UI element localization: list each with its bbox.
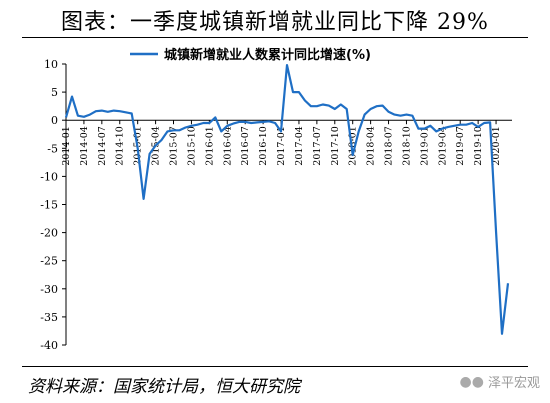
x-tick-label: 2014-07 (97, 126, 108, 165)
x-tick-label: 2017-07 (312, 126, 323, 165)
x-tick-label: 2019-04 (437, 126, 448, 165)
x-tick-label: 2015-07 (169, 126, 180, 165)
legend-label: 城镇新增就业人数累计同比增速(%) (164, 47, 371, 63)
x-tick-label: 2018-01 (348, 126, 359, 165)
source-note: 资料来源：国家统计局，恒大研究院 (28, 377, 300, 397)
y-tick-label: 0 (51, 114, 58, 127)
x-tick-label: 2014-01 (61, 126, 72, 165)
chart-axes (65, 64, 512, 345)
x-tick-label: 2020-01 (491, 126, 502, 165)
y-tick-label: 10 (44, 58, 58, 71)
x-tick-label: 2016-04 (222, 126, 233, 165)
page-title: 图表：一季度城镇新增就业同比下降 29% (61, 10, 489, 35)
x-tick-label: 2018-10 (401, 126, 412, 165)
y-tick-label: -5 (47, 142, 58, 155)
x-tick-label: 2018-04 (366, 126, 377, 165)
watermark-label: 泽平宏观 (487, 376, 540, 391)
y-tick-label: -25 (40, 255, 58, 268)
x-tick-label: 2017-04 (294, 126, 305, 165)
y-tick-label: -20 (40, 227, 58, 240)
x-tick-label: 2014-10 (115, 126, 126, 165)
x-tick-label: 2019-10 (473, 126, 484, 165)
x-tick-label: 2018-07 (384, 126, 395, 165)
x-tick-label: 2014-04 (79, 126, 90, 165)
x-tick-label: 2019-01 (419, 126, 430, 165)
title-divider (22, 37, 528, 38)
x-tick-label: 2016-07 (240, 126, 251, 165)
y-tick-label: -40 (40, 339, 58, 352)
y-tick-label: 5 (51, 86, 58, 99)
series-line (64, 63, 510, 335)
x-tick-label: 2019-07 (455, 126, 466, 165)
chart-legend: 城镇新增就业人数累计同比增速(%) (130, 47, 371, 63)
wechat-icon: ●● (459, 373, 484, 390)
y-tick-label: -30 (40, 283, 58, 296)
x-tick-label: 2015-10 (186, 126, 197, 165)
x-tick-label: 2017-10 (330, 126, 341, 165)
y-axis-ticks: 10 5 0 -5 -10 -15 -20 -25 -30 -35 -40 (40, 58, 66, 352)
y-tick-label: -10 (40, 170, 58, 183)
source-divider (22, 366, 528, 367)
x-tick-label: 2016-01 (204, 126, 215, 165)
x-tick-label: 2016-10 (258, 126, 269, 165)
y-tick-label: -15 (40, 199, 58, 212)
watermark: ●● 泽平宏观 (459, 372, 540, 392)
y-tick-label: -35 (40, 311, 58, 324)
line-chart: 城镇新增就业人数累计同比增速(%) 10 5 0 -5 -10 -15 -20 -25 -30 -… (40, 47, 512, 352)
x-tick-label: 2017-01 (276, 126, 287, 165)
